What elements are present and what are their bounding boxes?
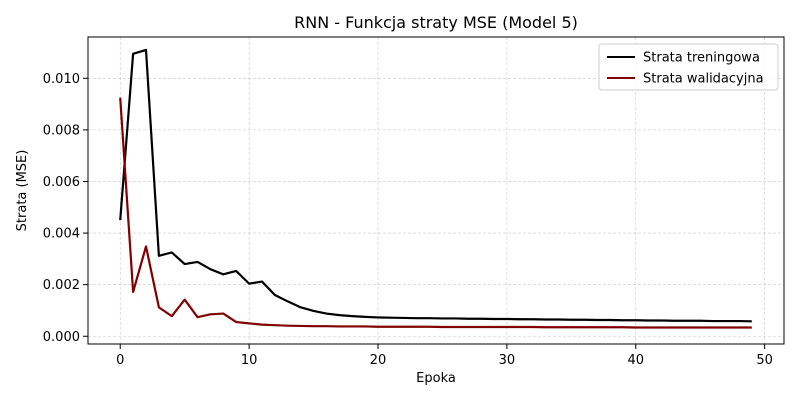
chart-title: RNN - Funkcja straty MSE (Model 5) xyxy=(294,13,578,32)
series-line-validation xyxy=(119,97,752,329)
y-axis-label: Strata (MSE) xyxy=(15,150,30,232)
y-tick-label: 0.004 xyxy=(43,227,80,242)
legend: Strata treningowa Strata walidacyjna xyxy=(598,43,779,91)
x-tick-label: 50 xyxy=(756,353,773,368)
series-line-train xyxy=(119,48,752,323)
y-tick-label: 0.006 xyxy=(43,175,80,190)
x-tick-label: 20 xyxy=(370,353,387,368)
x-tick-label: 10 xyxy=(241,353,258,368)
series-lines xyxy=(119,48,752,329)
y-tick-label: 0.002 xyxy=(43,278,80,293)
x-tick-label: 0 xyxy=(116,353,124,368)
y-tick-label: 0.000 xyxy=(43,330,80,345)
x-axis-ticks: 0 10 20 30 40 50 xyxy=(116,344,773,368)
x-tick-label: 40 xyxy=(628,353,645,368)
legend-label-train: Strata treningowa xyxy=(643,51,760,66)
y-tick-label: 0.010 xyxy=(43,72,80,87)
x-tick-label: 30 xyxy=(499,353,516,368)
legend-box xyxy=(598,43,779,91)
plot-frame xyxy=(87,36,785,345)
y-tick-label: 0.008 xyxy=(43,123,80,138)
y-axis-ticks: 0.000 0.002 0.004 0.006 0.008 0.010 xyxy=(43,72,88,345)
x-axis-label: Epoka xyxy=(416,371,456,386)
legend-label-validation: Strata walidacyjna xyxy=(643,72,764,87)
